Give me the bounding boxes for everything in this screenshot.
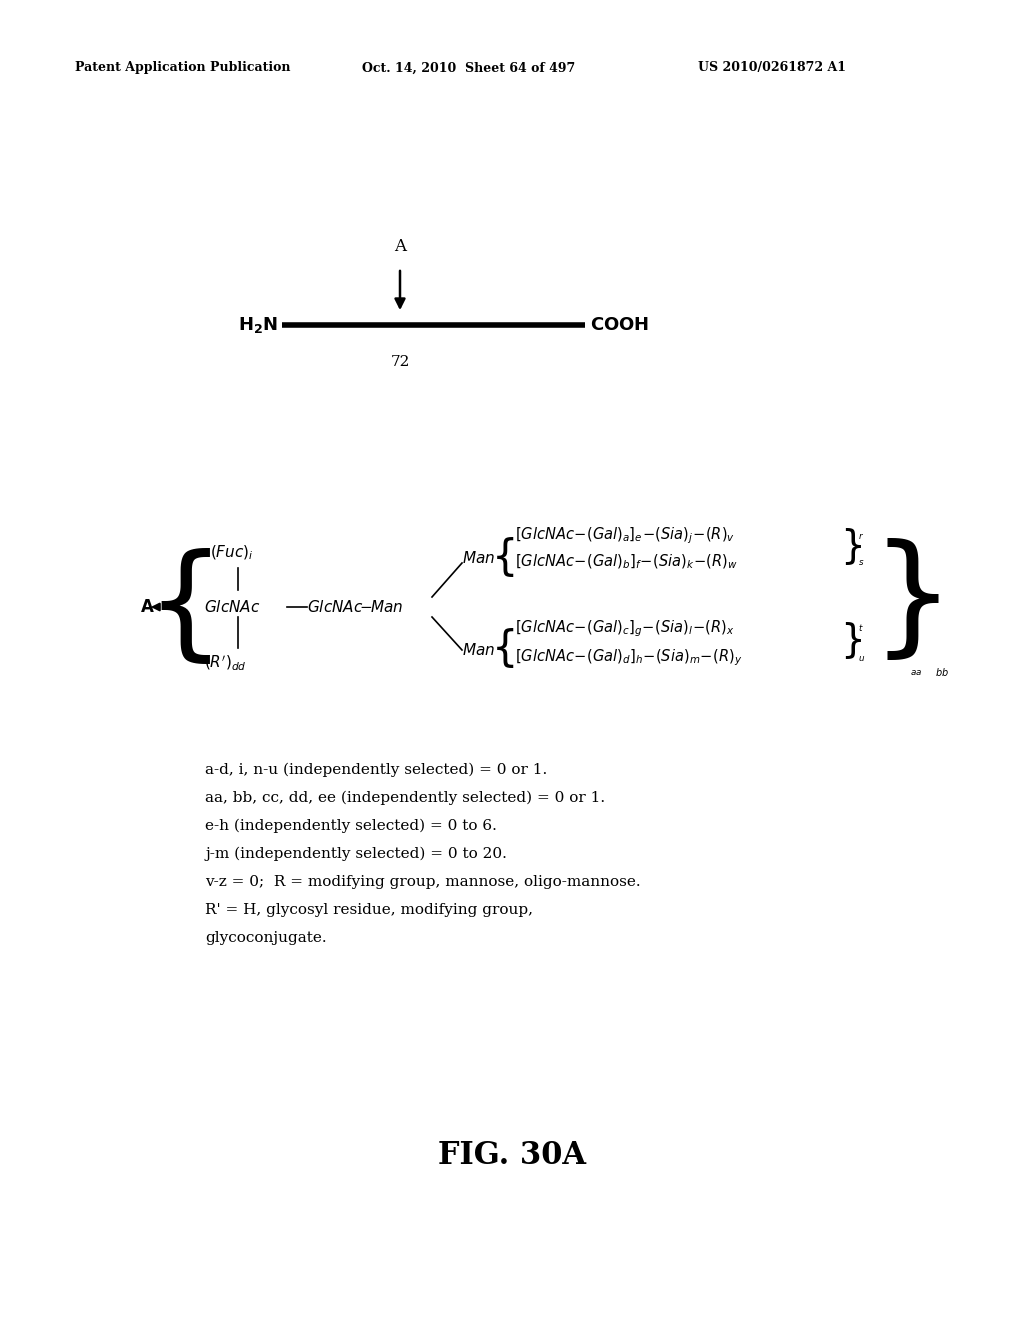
Text: FIG. 30A: FIG. 30A [438,1139,586,1171]
Text: $(Fuc)_i$: $(Fuc)_i$ [210,544,254,562]
Text: $\mathbf{COOH}$: $\mathbf{COOH}$ [590,315,649,334]
Text: $\}$: $\}$ [870,537,939,667]
Text: $_u$: $_u$ [858,652,865,664]
Text: A: A [394,238,406,255]
Text: glycoconjugate.: glycoconjugate. [205,931,327,945]
Text: $_t$: $_t$ [858,622,864,635]
Text: $\}$: $\}$ [840,620,862,661]
Text: $[GlcNAc\!-\!(Gal)_c]_g\!-\!(Sia)_l\!-\!(R)_x$: $[GlcNAc\!-\!(Gal)_c]_g\!-\!(Sia)_l\!-\!… [515,619,734,639]
Text: $[GlcNAc\!-\!(Gal)_d]_h\!-\!(Sia)_m\!-\!(R)_y$: $[GlcNAc\!-\!(Gal)_d]_h\!-\!(Sia)_m\!-\!… [515,648,742,668]
Text: Oct. 14, 2010  Sheet 64 of 497: Oct. 14, 2010 Sheet 64 of 497 [362,62,575,74]
Text: j-m (independently selected) = 0 to 20.: j-m (independently selected) = 0 to 20. [205,847,507,861]
Text: $Man$: $Man$ [462,550,496,566]
Text: $[GlcNAc\!-\!(Gal)_b]_f\!-\!(Sia)_k\!-\!(R)_w$: $[GlcNAc\!-\!(Gal)_b]_f\!-\!(Sia)_k\!-\!… [515,553,738,572]
Text: $_r$: $_r$ [858,528,864,541]
Text: $\{$: $\{$ [492,535,515,579]
Text: $\{$: $\{$ [492,626,515,671]
Text: $Man$: $Man$ [462,642,496,657]
Text: $_{bb}$: $_{bb}$ [935,665,949,678]
Text: aa, bb, cc, dd, ee (independently selected) = 0 or 1.: aa, bb, cc, dd, ee (independently select… [205,791,605,805]
Text: Patent Application Publication: Patent Application Publication [75,62,291,74]
Text: $\mathbf{H_2N}$: $\mathbf{H_2N}$ [239,315,278,335]
Text: $\}$: $\}$ [840,527,862,568]
Text: $[GlcNAc\!-\!(Gal)_a]_e\!-\!(Sia)_j\!-\!(R)_v$: $[GlcNAc\!-\!(Gal)_a]_e\!-\!(Sia)_j\!-\!… [515,525,735,546]
Text: $GlcNAc$: $GlcNAc$ [204,599,260,615]
Text: R' = H, glycosyl residue, modifying group,: R' = H, glycosyl residue, modifying grou… [205,903,534,917]
Text: $_{aa}$: $_{aa}$ [910,665,923,678]
Text: $\{$: $\{$ [145,548,211,668]
Text: v-z = 0;  R = modifying group, mannose, oligo-mannose.: v-z = 0; R = modifying group, mannose, o… [205,875,641,888]
Text: 72: 72 [390,355,410,370]
Text: a-d, i, n-u (independently selected) = 0 or 1.: a-d, i, n-u (independently selected) = 0… [205,763,547,777]
Text: $GlcNAc\!\!-\!\!Man$: $GlcNAc\!\!-\!\!Man$ [307,599,403,615]
Text: $(R')_{dd}$: $(R')_{dd}$ [204,652,247,672]
Text: $\mathbf{A}$: $\mathbf{A}$ [140,598,155,615]
Text: $_s$: $_s$ [858,556,864,569]
Text: US 2010/0261872 A1: US 2010/0261872 A1 [698,62,846,74]
Text: e-h (independently selected) = 0 to 6.: e-h (independently selected) = 0 to 6. [205,818,497,833]
